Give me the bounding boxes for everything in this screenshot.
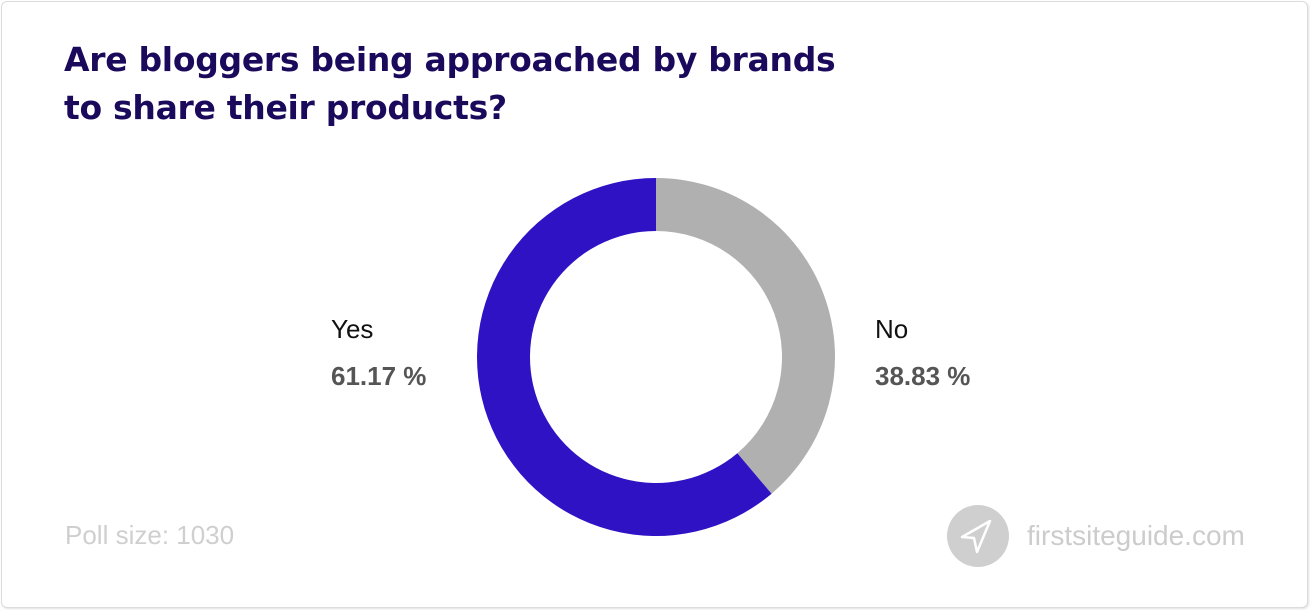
label-no-value: 38.83 % [875, 361, 971, 391]
paper-plane-icon [947, 505, 1009, 567]
poll-size: Poll size: 1030 [65, 520, 235, 550]
label-yes: Yes 61.17 % [331, 314, 426, 392]
label-no-name: No [875, 314, 909, 344]
brand-link[interactable]: firstsiteguide.com [1027, 520, 1245, 551]
chart-title-line-1: Are bloggers being approached by brands [64, 40, 836, 79]
slice-yes [476, 178, 772, 536]
chart-title-line-2: to share their products? [64, 88, 507, 127]
label-no: No 38.83 % [875, 314, 970, 392]
slice-no [656, 178, 835, 494]
donut-slices [476, 178, 835, 536]
chart-title: Are bloggers being approached by brands … [64, 36, 836, 132]
label-yes-name: Yes [331, 314, 374, 344]
label-yes-value: 61.17 % [331, 361, 427, 391]
